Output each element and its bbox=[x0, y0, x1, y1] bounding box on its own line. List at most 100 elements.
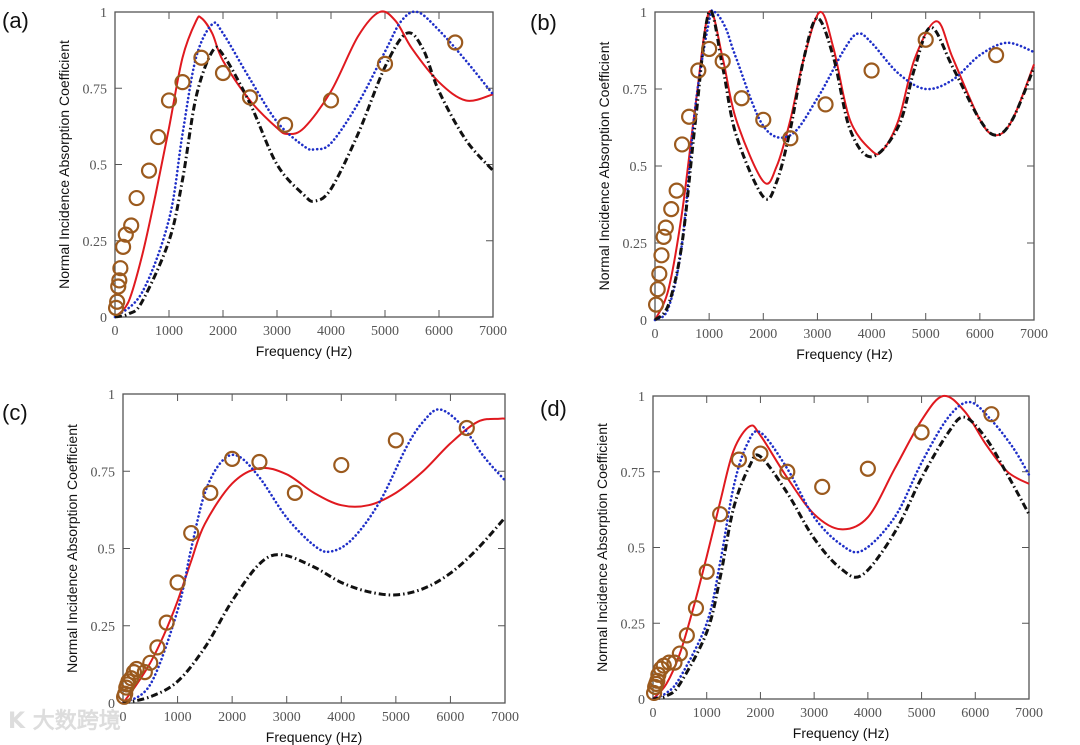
x-tick-label: 3000 bbox=[263, 324, 291, 339]
data-point-circle bbox=[111, 272, 128, 289]
y-tick-label: 0.75 bbox=[83, 82, 108, 97]
data-point-circle bbox=[123, 217, 140, 234]
data-point-circle bbox=[913, 424, 930, 441]
y-tick-label: 0.5 bbox=[630, 160, 648, 175]
x-tick-label: 5000 bbox=[382, 710, 410, 725]
data-point-circle bbox=[136, 663, 153, 681]
data-point-circle bbox=[112, 260, 129, 277]
data-point-circle bbox=[149, 639, 166, 656]
y-tick-label: 0 bbox=[638, 693, 645, 708]
data-point-circle bbox=[277, 116, 294, 133]
x-tick-label: 7000 bbox=[1015, 706, 1043, 721]
data-point-circle bbox=[110, 278, 127, 295]
data-point-circle bbox=[376, 55, 394, 72]
data-point-circle bbox=[730, 451, 748, 468]
data-point-circle bbox=[673, 136, 691, 153]
y-tick-label: 0.5 bbox=[98, 543, 116, 558]
data-point-circle bbox=[224, 450, 241, 467]
x-tick-label: 0 bbox=[652, 327, 659, 342]
data-point-circle bbox=[663, 201, 680, 218]
x-tick-label: 3000 bbox=[800, 706, 828, 721]
data-point-circle bbox=[712, 506, 729, 523]
series-line-blue-dotted bbox=[113, 10, 495, 319]
x-axis-title: Frequency (Hz) bbox=[793, 725, 889, 741]
data-point-circle bbox=[128, 189, 145, 207]
data-point-circle bbox=[987, 47, 1005, 64]
data-point-circle bbox=[160, 92, 178, 109]
data-point-circle bbox=[859, 460, 876, 477]
series-line-blue-dotted bbox=[651, 400, 1031, 701]
x-tick-label: 1000 bbox=[155, 324, 183, 339]
x-axis-title: Frequency (Hz) bbox=[266, 729, 362, 745]
data-point-circle bbox=[649, 281, 666, 298]
data-point-circle bbox=[322, 92, 340, 109]
data-point-circle bbox=[286, 484, 303, 501]
series-line-red-solid bbox=[122, 417, 506, 704]
panel-d: 0 1000 2000 3000 4000 5000 6000 7000 0 0.25 0.5 0.7… bbox=[540, 390, 1043, 741]
series-line-black-dashdot bbox=[114, 31, 495, 319]
data-point-circle bbox=[125, 663, 143, 681]
data-point-circle bbox=[140, 162, 158, 179]
x-tick-label: 0 bbox=[650, 706, 657, 721]
data-point-circle bbox=[333, 456, 350, 474]
x-axis-title: Frequency (Hz) bbox=[796, 346, 892, 362]
y-tick-label: 0 bbox=[640, 314, 647, 329]
data-point-circle bbox=[817, 96, 834, 113]
data-point-circle bbox=[117, 226, 134, 243]
series-group bbox=[645, 394, 1031, 701]
data-point-circle bbox=[698, 563, 715, 580]
data-point-circle bbox=[779, 463, 796, 480]
x-tick-label: 4000 bbox=[858, 327, 886, 342]
x-tick-label: 2000 bbox=[209, 324, 237, 339]
y-axis-title: Normal Incidence Absorption Coefficient bbox=[594, 423, 610, 672]
data-point-circle bbox=[142, 654, 159, 671]
data-point-circle bbox=[752, 445, 769, 462]
panel-label: (b) bbox=[530, 10, 557, 35]
data-point-circle bbox=[863, 62, 880, 79]
data-point-circle bbox=[782, 130, 799, 147]
watermark-logo: K 大数跨境 bbox=[8, 708, 121, 734]
data-point-circle bbox=[671, 645, 688, 662]
panel-label: (c) bbox=[2, 400, 28, 425]
x-tick-label: 5000 bbox=[908, 706, 936, 721]
data-point-circle bbox=[169, 574, 186, 591]
panel-label: (d) bbox=[540, 396, 567, 421]
x-tick-label: 1000 bbox=[164, 710, 192, 725]
series-line-black-dashdot bbox=[122, 516, 507, 705]
data-point-circle bbox=[387, 432, 404, 449]
data-point-circle bbox=[447, 34, 464, 51]
y-tick-label: 1 bbox=[640, 6, 647, 21]
data-point-circle bbox=[193, 49, 210, 66]
y-tick-label: 0 bbox=[100, 311, 107, 326]
data-point-circle bbox=[917, 31, 934, 48]
x-tick-label: 2000 bbox=[218, 710, 246, 725]
y-tick-label: 0.25 bbox=[91, 620, 116, 635]
data-point-circle bbox=[109, 293, 126, 310]
x-tick-label: 0 bbox=[112, 324, 119, 339]
data-point-circle bbox=[651, 265, 668, 282]
y-tick-label: 0.75 bbox=[621, 466, 646, 481]
data-point-circle bbox=[647, 296, 665, 313]
series-group bbox=[107, 10, 495, 319]
x-tick-label: 3000 bbox=[803, 327, 831, 342]
x-tick-label: 1000 bbox=[695, 327, 723, 342]
y-axis-title: Normal Incidence Absorption Coefficient bbox=[64, 424, 80, 673]
x-tick-label: 6000 bbox=[966, 327, 994, 342]
data-point-circle bbox=[657, 219, 674, 236]
y-tick-label: 0.5 bbox=[90, 159, 108, 174]
data-point-circle bbox=[150, 128, 167, 146]
plot-frame bbox=[114, 11, 494, 318]
panel-label: (a) bbox=[2, 8, 29, 33]
data-point-circle bbox=[681, 108, 698, 125]
data-point-circle bbox=[983, 406, 1000, 423]
data-point-circle bbox=[458, 419, 475, 437]
y-tick-label: 1 bbox=[108, 388, 115, 403]
data-point-circle bbox=[733, 90, 750, 107]
data-point-circle bbox=[214, 64, 232, 82]
data-point-circle bbox=[202, 484, 219, 501]
data-point-circle bbox=[714, 53, 731, 70]
data-point-circle bbox=[114, 238, 132, 255]
y-axis-title: Normal Incidence Absorption Coefficient bbox=[56, 40, 72, 289]
panel-c: 0 1000 2000 3000 4000 5000 6000 7000 0 0.25 0.5 0.7… bbox=[2, 388, 519, 745]
